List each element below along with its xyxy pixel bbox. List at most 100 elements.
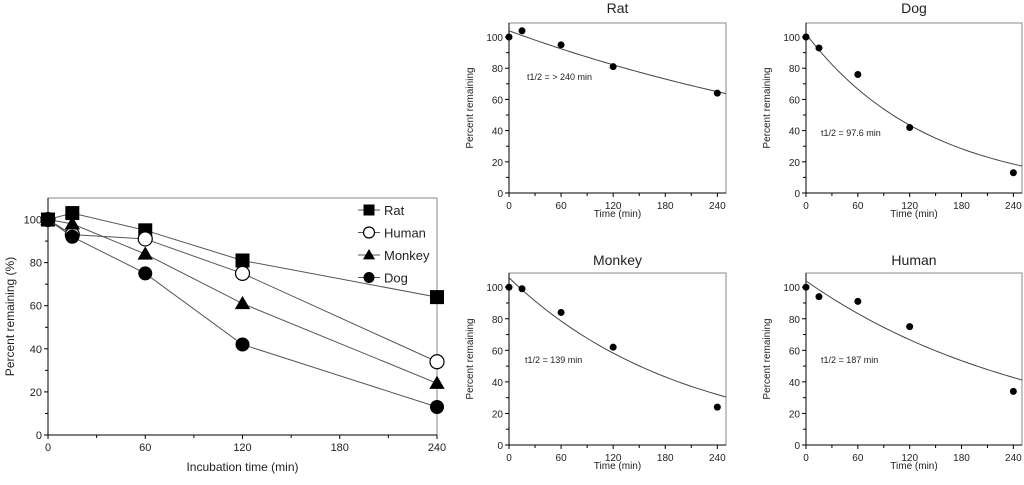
x-axis-label: Time (min) [594, 461, 641, 472]
y-tick-label: 0 [497, 441, 503, 452]
data-point [137, 246, 153, 260]
legend-item-rat: Rat [358, 203, 405, 218]
y-axis-label: Percent remaining [465, 67, 476, 148]
y-tick-label: 0 [794, 189, 800, 200]
data-point [1009, 387, 1017, 395]
legend-marker [363, 272, 375, 283]
y-tick-label: 80 [30, 258, 42, 270]
data-point [429, 354, 445, 370]
data-point [65, 229, 80, 244]
y-tick-label: 0 [497, 189, 503, 200]
data-point [906, 323, 914, 331]
y-tick-label: 100 [486, 33, 503, 44]
plot-frame [508, 22, 727, 194]
x-tick-label: 180 [331, 442, 349, 454]
panel-title: Monkey [593, 252, 642, 268]
data-point [906, 123, 914, 131]
main-chart: 0 60 120 180 240 0 20 40 60 80 100 Percent remainin… [3, 197, 446, 474]
series-line [47, 219, 438, 408]
legend-label: Human [384, 226, 426, 241]
x-axis-label: Incubation time (min) [186, 460, 298, 474]
x-tick-label: 180 [657, 201, 674, 212]
data-point [234, 265, 251, 282]
data-point [430, 290, 444, 305]
y-axis-label: Percent remaining [465, 318, 476, 399]
y-tick-label: 80 [789, 64, 801, 75]
data-point [505, 33, 513, 41]
y-axis-label: Percent remaining [762, 318, 773, 399]
x-tick-label: 120 [605, 453, 622, 464]
x-tick-label: 120 [233, 442, 251, 454]
panel-human: 0 60 120 180 240 0 20 40 60 80 100 Percent remainin… [762, 252, 1023, 472]
half-life-annotation: t1/2 = 139 min [525, 355, 582, 365]
x-axis-label: Time (min) [594, 209, 641, 220]
x-tick-label: 240 [709, 453, 726, 464]
y-tick-label: 40 [492, 127, 504, 138]
data-point [518, 285, 526, 293]
y-axis-label: Percent remaining (%) [3, 257, 17, 376]
data-point [713, 403, 721, 411]
x-axis-label: Time (min) [890, 209, 937, 220]
x-tick-label: 0 [803, 201, 809, 212]
data-point [429, 375, 445, 389]
y-axis-label: Percent remaining [762, 67, 773, 148]
data-point [430, 399, 444, 414]
plot-frame [805, 22, 1023, 194]
legend-label: Monkey [384, 248, 430, 263]
panel-dog: 0 60 120 180 240 0 20 40 60 80 100 Percent remainin… [762, 0, 1023, 220]
y-tick-label: 40 [789, 378, 801, 389]
data-point [802, 283, 810, 291]
legend-marker [362, 248, 376, 260]
x-tick-label: 0 [803, 453, 809, 464]
x-axis-label: Time (min) [890, 461, 937, 472]
x-tick-label: 240 [1005, 201, 1022, 212]
data-point [557, 308, 565, 316]
y-tick-label: 80 [492, 64, 504, 75]
data-point [815, 293, 823, 301]
x-tick-label: 120 [901, 201, 918, 212]
data-point [505, 283, 513, 291]
y-tick-label: 20 [492, 158, 504, 169]
y-tick-label: 100 [24, 215, 42, 227]
x-tick-label: 0 [506, 201, 512, 212]
x-tick-label: 60 [556, 201, 568, 212]
data-point [64, 216, 81, 230]
x-tick-label: 0 [45, 442, 51, 454]
data-point [1009, 169, 1017, 177]
data-point [65, 206, 80, 221]
half-life-annotation: t1/2 = 97.6 min [821, 128, 881, 138]
half-life-annotation: t1/2 = > 240 min [527, 72, 592, 82]
data-point [41, 212, 55, 227]
y-tick-label: 80 [789, 315, 801, 326]
legend-marker [363, 204, 375, 216]
x-tick-label: 180 [953, 201, 970, 212]
y-tick-label: 40 [30, 344, 42, 356]
panel-title: Human [891, 252, 936, 268]
panel-title: Dog [901, 0, 927, 16]
x-tick-label: 180 [953, 453, 970, 464]
y-tick-label: 60 [789, 346, 801, 357]
panel-rat: 0 60 120 180 240 0 20 40 60 80 100 Percent remainin… [465, 0, 727, 220]
panel-monkey: 0 60 120 180 240 0 20 40 60 80 100 Percent remainin… [465, 252, 727, 472]
y-tick-label: 100 [783, 33, 800, 44]
x-tick-label: 120 [605, 201, 622, 212]
y-tick-label: 20 [789, 158, 801, 169]
x-tick-label: 60 [139, 442, 151, 454]
data-point [802, 33, 810, 41]
data-point [138, 266, 153, 281]
plot-frame [47, 197, 438, 436]
legend-marker [362, 226, 376, 239]
data-point [235, 337, 250, 352]
legend-item-dog: Dog [358, 271, 408, 286]
y-tick-label: 40 [492, 378, 504, 389]
x-tick-label: 240 [709, 201, 726, 212]
y-tick-label: 60 [789, 95, 801, 106]
legend-item-monkey: Monkey [358, 248, 430, 263]
data-point [854, 297, 862, 305]
y-tick-label: 100 [783, 283, 800, 294]
series-dog [41, 212, 444, 414]
data-point [713, 89, 721, 97]
data-point [234, 295, 251, 310]
y-tick-label: 20 [492, 409, 504, 420]
